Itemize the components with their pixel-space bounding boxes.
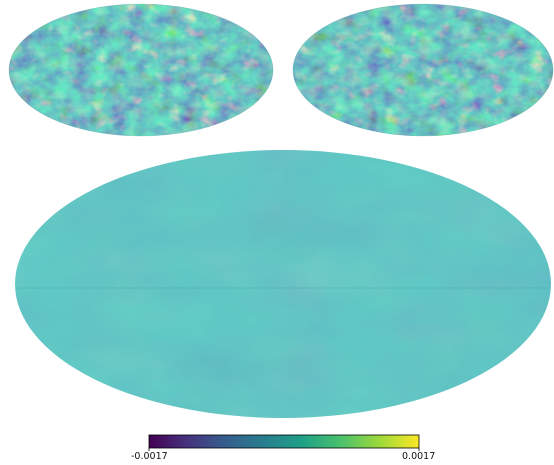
top-left-map-outline [8,3,274,137]
top-right-map [293,4,553,136]
colorbar [148,434,420,449]
top-right-map-outline [292,3,554,137]
bottom-map [15,150,551,418]
colorbar-min-label: -0.0017 [131,451,168,462]
top-left-map [9,4,273,136]
colorbar-max-label: 0.0017 [402,451,436,462]
